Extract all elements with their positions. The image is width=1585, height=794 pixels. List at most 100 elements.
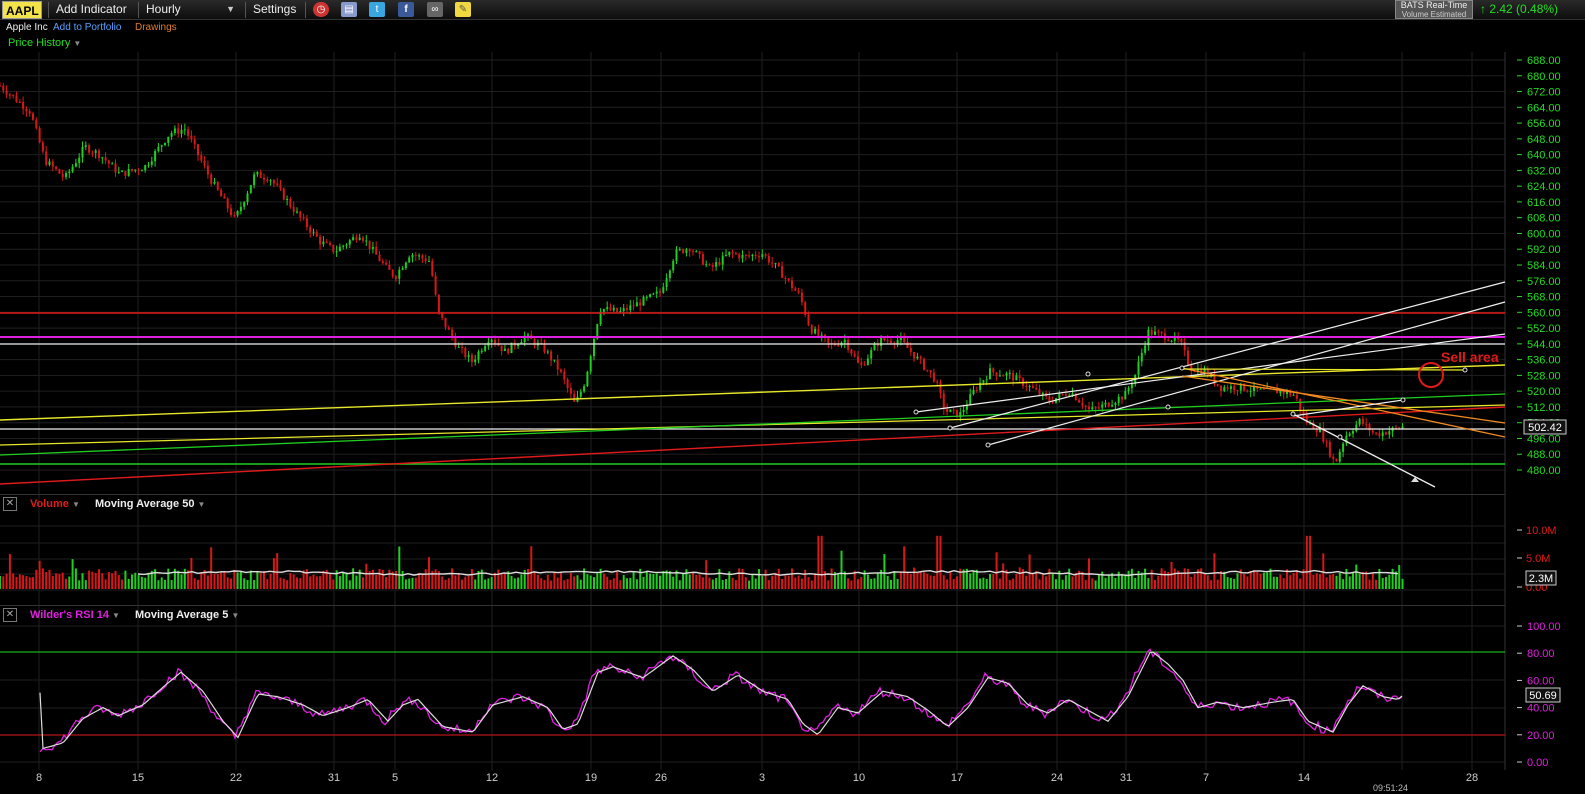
chevron-down-icon: ▼ [231,611,240,620]
candle-body [22,102,25,109]
volume-bar [609,579,612,589]
chevron-down-icon: ▼ [71,500,80,509]
candle-body [220,189,223,197]
rsi-label[interactable]: Wilder's RSI 14 ▼ [30,609,120,621]
volume-bar [1210,580,1213,589]
candle-body [1220,385,1222,391]
volume-axis: 10.0M 5.0M 0.00 [1517,525,1557,594]
volume-bar [1381,577,1384,589]
volume-bar [586,574,589,589]
candle-body [553,359,556,361]
yellow-trendline [0,364,1506,421]
candle-body [173,128,176,133]
candle-body [1401,426,1404,429]
candle-body [375,246,378,255]
candle-body [906,342,909,348]
candle-body [969,394,972,405]
drawing-anchor-point [1400,397,1406,403]
volume-bar [170,580,173,589]
candle-body [942,393,945,410]
candle-body [1381,432,1384,437]
candle-body [711,265,714,267]
candle-body [276,183,279,185]
candle-body [154,151,157,162]
price-tick-label: 520.00 [1527,386,1561,398]
chevron-down-icon: ▼ [73,39,82,48]
candle-body [546,351,549,353]
volume-bar [239,571,242,589]
volume-bar [649,573,652,589]
candle-body [137,169,140,171]
volume-bar [15,576,18,589]
volume-bar [748,580,751,589]
drawings-link[interactable]: Drawings [135,22,177,33]
candle-body [1286,391,1288,394]
price-tick-label: 512.00 [1527,402,1561,414]
volume-bar [411,577,414,589]
alarm-clock-icon[interactable]: ◷ [313,2,329,17]
volume-bar [520,574,523,589]
note-icon[interactable]: ✎ [455,2,471,17]
add-indicator-button[interactable]: Add Indicator [56,2,127,16]
candle-body [850,349,853,354]
volume-bar [494,572,496,589]
volume-label[interactable]: Volume ▼ [30,498,80,510]
volume-bar [322,570,325,589]
add-to-portfolio-link[interactable]: Add to Portfolio [53,22,122,33]
volume-bar [444,579,447,589]
volume-bar [1008,579,1011,589]
volume-bar [1378,568,1381,589]
candle-body [913,351,916,359]
stack-icon[interactable]: ▤ [341,2,357,17]
candle-body [791,280,793,289]
candle-body [58,169,61,174]
drawing-anchor-point [1290,411,1296,417]
volume-bar [111,573,114,589]
candle-body [820,334,823,336]
volume-panel: 10.0M 5.0M 0.00 2.3M [0,525,1557,594]
price-tick-label: 528.00 [1527,370,1561,382]
volume-bar [117,575,120,589]
candle-body [210,174,213,184]
price-tick-label: 536.00 [1527,355,1561,367]
symbol-input[interactable]: AAPL [2,1,42,19]
candle-body [1266,387,1269,390]
rsi-ma-label[interactable]: Moving Average 5 ▼ [135,609,239,621]
candle-body [157,146,160,152]
facebook-icon[interactable]: f [398,2,414,17]
price-tick-label: 544.00 [1527,339,1561,351]
volume-bar [1299,578,1302,589]
twitter-icon[interactable]: t [369,2,385,17]
candle-body [992,368,995,373]
volume-bar [774,572,777,589]
x-axis: 8 15 22 31 5 12 19 26 3 10 17 24 31 7 14 28 [36,772,1478,784]
volume-bar [771,575,774,589]
candle-body [170,132,173,137]
date-tick-label: 31 [1120,772,1132,784]
candle-body [226,198,229,209]
candle-body [853,353,856,357]
volume-bar [619,580,622,589]
close-icon[interactable]: ✕ [3,497,17,511]
price-history-dropdown[interactable]: Price History ▼ [8,37,81,49]
candle-body [1279,390,1282,394]
candle-body [279,184,282,189]
volume-ma-label[interactable]: Moving Average 50 ▼ [95,498,205,510]
candle-body [612,307,615,311]
candle-body [1338,451,1341,462]
white-trendline [1292,413,1436,488]
green-trendline [0,393,1506,456]
candle-body [880,337,883,347]
candle-body [437,294,440,313]
candle-body [959,412,962,418]
candle-body [296,211,298,213]
volume-bar [375,574,378,589]
settings-button[interactable]: Settings [253,2,297,16]
close-icon[interactable]: ✕ [3,608,17,622]
candle-body [665,278,668,288]
binoculars-icon[interactable]: ∞ [427,2,443,17]
volume-bar [348,580,351,589]
volume-bar [886,575,889,589]
rsi-current-label: 50.69 [1529,690,1557,702]
interval-dropdown[interactable]: Hourly ▼ [146,0,238,20]
